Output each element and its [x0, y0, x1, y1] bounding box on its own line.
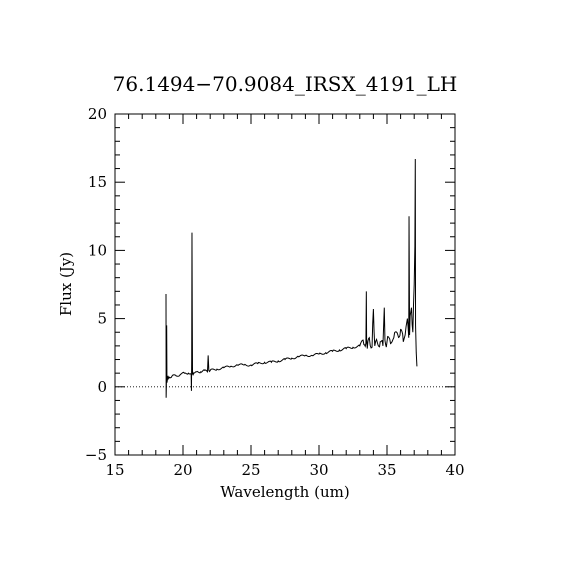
x-tick-label: 25 — [241, 461, 260, 479]
y-tick-label: 10 — [88, 241, 107, 259]
x-tick-label: 30 — [309, 461, 328, 479]
x-tick-label: 15 — [105, 461, 124, 479]
x-tick-label: 20 — [173, 461, 192, 479]
y-tick-label: 0 — [97, 378, 107, 396]
series-group — [165, 159, 418, 398]
y-tick-label: 20 — [88, 105, 107, 123]
x-tick-label: 40 — [445, 461, 464, 479]
spectrum-line — [165, 159, 418, 398]
y-tick-label: 5 — [97, 310, 107, 328]
x-axis-label: Wavelength (um) — [220, 483, 349, 501]
axis-tick-labels: 15 20 25 30 35 40 −5 0 5 10 15 20 — [85, 105, 465, 479]
axis-ticks — [114, 113, 456, 456]
plot-frame — [114, 113, 456, 456]
x-tick-label: 35 — [377, 461, 396, 479]
y-axis-label: Flux (Jy) — [57, 252, 75, 316]
y-tick-label: −5 — [85, 446, 107, 464]
y-tick-label: 15 — [88, 173, 107, 191]
chart-title: 76.1494−70.9084_IRSX_4191_LH — [113, 72, 458, 96]
